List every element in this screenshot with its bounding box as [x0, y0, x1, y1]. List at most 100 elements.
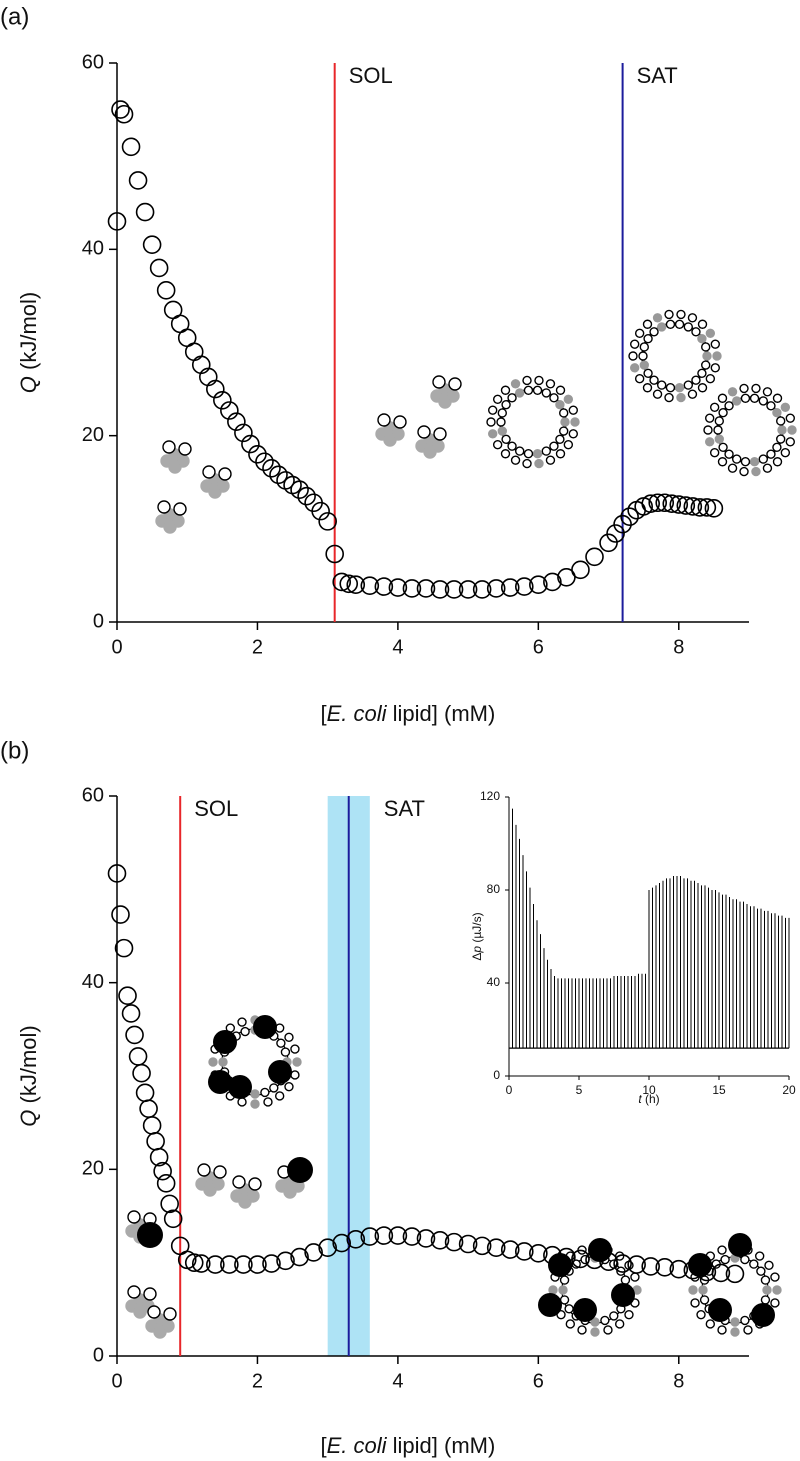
micelle — [178, 442, 192, 456]
x-axis-label: [E. coli lipid] (mM) — [320, 701, 495, 726]
data-point — [160, 1194, 179, 1214]
data-point — [241, 434, 260, 454]
lipid-head — [280, 1047, 291, 1057]
data-point — [543, 572, 562, 592]
lipid-head — [713, 425, 723, 435]
x-axis-label-part: t — [638, 1092, 642, 1106]
lipid-head — [687, 389, 698, 399]
lipid-head — [776, 416, 786, 426]
lipid-head — [555, 449, 566, 459]
lipid-head — [638, 351, 648, 361]
lipid-head — [687, 313, 698, 323]
x-axis-label: t (h) — [638, 1092, 659, 1106]
data-point — [191, 1254, 211, 1273]
lipid-head — [776, 434, 786, 444]
y-tick-label: 60 — [82, 784, 104, 806]
protein — [228, 1075, 252, 1099]
data-point — [557, 1247, 576, 1267]
data-point — [107, 864, 127, 883]
data-point — [669, 1259, 689, 1279]
lipid-head — [785, 437, 795, 447]
lipid-head — [634, 374, 645, 384]
lipid-head — [501, 434, 511, 445]
lipid-head — [772, 393, 783, 403]
data-point — [543, 1245, 562, 1265]
data-point — [114, 938, 134, 958]
data-point — [669, 495, 689, 514]
y-axis-label-part: (kJ/mol) — [16, 292, 41, 376]
lipid-head — [676, 392, 686, 403]
lipid-head — [785, 413, 795, 423]
data-point — [125, 1025, 144, 1045]
micelle — [153, 1325, 167, 1339]
plot: 0 40 80 120 0 5 10 15 20 Δp (µJ/s) t (h) — [470, 789, 796, 1106]
lipid-head — [762, 387, 773, 397]
lipid-head — [563, 440, 574, 450]
y-tick-label: 120 — [480, 789, 500, 803]
lipid-head — [697, 319, 708, 329]
lipid-head — [714, 416, 724, 426]
y-tick-label: 60 — [82, 51, 104, 73]
data-point — [346, 575, 366, 595]
lipid-head — [628, 351, 638, 361]
lipid-head — [770, 1272, 780, 1282]
lipid-head — [696, 1309, 706, 1320]
lipid-head — [724, 449, 734, 459]
lipid-head — [758, 396, 768, 406]
lipid-head — [634, 328, 645, 338]
data-point — [206, 379, 225, 399]
data-point — [206, 1255, 225, 1274]
lipid-head — [717, 393, 728, 403]
data-point — [111, 905, 130, 924]
y-tick-label: 0 — [93, 610, 104, 632]
lipid-head — [698, 1285, 708, 1295]
micelle — [202, 465, 216, 479]
x-tick-label: 10 — [642, 1083, 656, 1097]
lipid-head — [534, 375, 544, 386]
data-point — [613, 1254, 632, 1273]
lipid-head — [718, 407, 728, 418]
data-point — [374, 1226, 394, 1245]
data-point — [304, 1243, 323, 1262]
data-point — [107, 212, 127, 231]
protein — [611, 1283, 635, 1307]
data-point — [472, 1236, 492, 1256]
lipid-head — [749, 1259, 759, 1269]
y-tick-label: 40 — [487, 975, 501, 989]
data-point — [360, 576, 380, 595]
data-point — [149, 258, 169, 278]
data-point — [149, 1147, 169, 1167]
data-point — [627, 1255, 646, 1274]
lipid-head — [549, 393, 559, 403]
data-point — [255, 452, 274, 472]
protein — [538, 1293, 562, 1317]
micelle — [197, 1163, 211, 1177]
lipid-head — [727, 463, 738, 473]
lipid-head — [642, 383, 653, 393]
lipid-head — [709, 448, 720, 458]
lipid-head — [560, 417, 570, 427]
lipid-head — [749, 393, 760, 404]
protein — [548, 1253, 572, 1277]
data-point — [585, 1250, 604, 1270]
data-point — [132, 1063, 151, 1083]
data-point — [114, 104, 134, 124]
micelle — [433, 427, 447, 441]
lipid-head — [240, 1026, 250, 1037]
threshold-label: SAT — [637, 63, 678, 88]
lipid-head — [657, 322, 667, 332]
panel-label: (a) — [0, 3, 29, 30]
y-tick-label: 40 — [82, 238, 104, 260]
data-point — [641, 1257, 660, 1276]
micelle — [163, 1307, 177, 1321]
data-point — [571, 560, 590, 580]
lipid-head — [276, 1038, 286, 1048]
x-axis-label-part: E. coli — [327, 1433, 388, 1458]
data-point — [641, 494, 660, 513]
x-tick-label: 0 — [111, 1370, 122, 1392]
lipid-head — [676, 309, 686, 320]
lipid-head — [749, 456, 760, 467]
data-point — [220, 1255, 239, 1274]
lipid-head — [290, 1044, 300, 1054]
